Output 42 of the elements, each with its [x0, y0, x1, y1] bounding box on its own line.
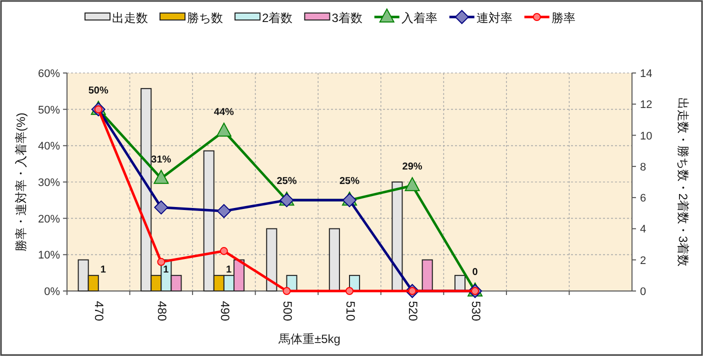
legend-label: 連対率 [476, 11, 512, 25]
y-tick-label: 10% [38, 250, 60, 262]
x-tick-label: 490 [218, 301, 232, 322]
y2-tick-label: 14 [640, 68, 652, 80]
y-axis-title: 勝率・連対率・入着率(%) [14, 112, 28, 252]
data-label: 25% [276, 176, 297, 188]
data-label: 31% [151, 154, 172, 166]
y-tick-label: 20% [38, 213, 60, 226]
y2-tick-label: 12 [640, 99, 652, 112]
y-tick-label: 0% [44, 286, 60, 298]
legend-label: 3着数 [332, 11, 362, 25]
y-tick-label: 60% [38, 68, 60, 80]
legend-label: 入着率 [401, 11, 438, 25]
legend-label: 出走数 [112, 11, 148, 25]
y-tick-label: 50% [38, 104, 60, 116]
legend-label: 勝率 [551, 11, 576, 25]
y2-tick-label: 8 [640, 161, 646, 174]
y-tick-label: 30% [38, 177, 60, 189]
x-tick-label: 520 [406, 301, 420, 322]
y2-tick-label: 6 [640, 192, 646, 205]
legend-label: 2着数 [262, 11, 293, 25]
y2-tick-label: 2 [640, 254, 646, 267]
legend-label: 勝ち数 [187, 11, 223, 25]
data-label: 1 [100, 264, 106, 276]
y2-tick-label: 0 [640, 286, 646, 298]
x-tick-label: 530 [468, 301, 483, 322]
x-tick-label: 470 [92, 301, 106, 322]
data-label: 1 [226, 264, 232, 276]
data-label: 0 [472, 267, 478, 278]
x-tick-label: 510 [343, 301, 358, 322]
y2-axis-title: 出走数・勝ち数・2着数・3着数 [676, 97, 690, 267]
data-label: 50% [88, 85, 109, 96]
x-axis-title: 馬体重±5kg [278, 332, 340, 346]
data-label: 25% [339, 176, 360, 188]
data-label: 44% [214, 107, 234, 118]
x-tick-label: 500 [280, 301, 295, 322]
data-label: 29% [402, 162, 422, 173]
y2-tick-label: 4 [640, 224, 646, 236]
x-tick-label: 480 [154, 301, 169, 322]
data-label: 1 [163, 264, 170, 276]
y2-tick-label: 10 [640, 130, 652, 142]
y-tick-label: 40% [38, 140, 60, 153]
